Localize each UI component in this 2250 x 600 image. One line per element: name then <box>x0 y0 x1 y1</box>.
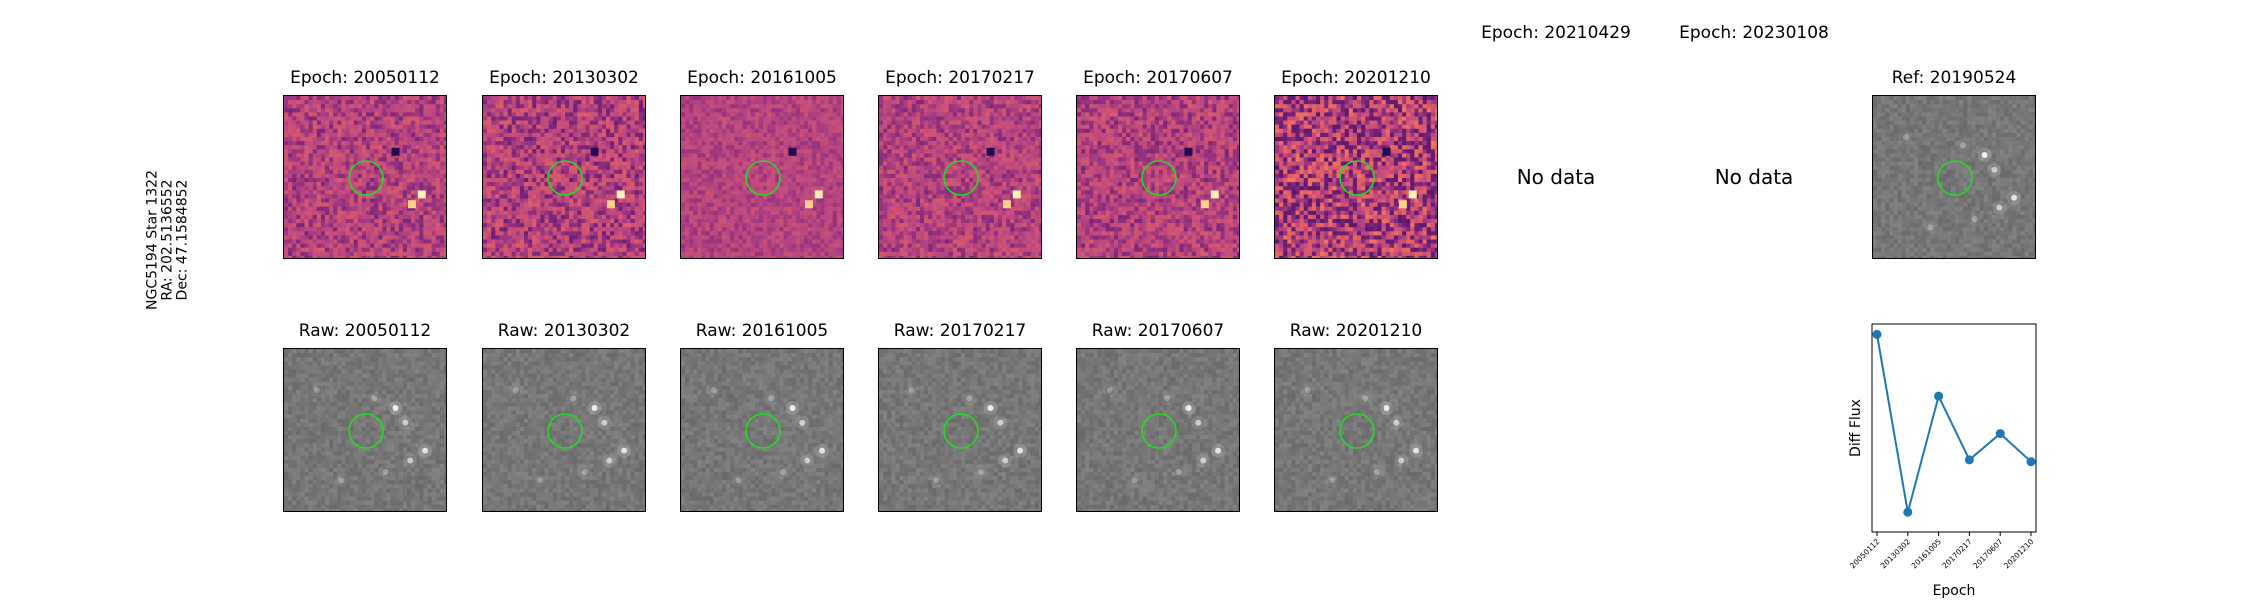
aperture-circle <box>1141 413 1177 449</box>
aperture-circle <box>547 413 583 449</box>
diff-panel-1-image <box>283 95 447 259</box>
x-tick-label: 20170607 <box>1971 537 2005 571</box>
aperture-circle <box>1937 160 1973 196</box>
raw-panel-1-image <box>283 348 447 512</box>
target-ra: RA: 202.5136552 <box>160 160 176 320</box>
diff-panel-2-title: Epoch: 20130302 <box>444 68 684 88</box>
aperture-circle <box>745 160 781 196</box>
diff-panel-6-image <box>1274 95 1438 259</box>
raw-panel-3-image <box>680 348 844 512</box>
diff-panel-6-title: Epoch: 20201210 <box>1236 68 1476 88</box>
raw-panel-2-title: Raw: 20130302 <box>444 321 684 341</box>
aperture-circle <box>943 413 979 449</box>
diff-panel-2-image <box>482 95 646 259</box>
aperture-circle <box>547 160 583 196</box>
data-point <box>1964 455 1974 465</box>
raw-panel-3-title: Raw: 20161005 <box>642 321 882 341</box>
x-tick-label: 20130302 <box>1879 537 1913 571</box>
diff-flux-chart: 2005011220130302201610052017021720170607… <box>1848 323 2037 599</box>
data-point <box>1934 391 1944 401</box>
data-point <box>1903 507 1913 517</box>
raw-panel-2-image <box>482 348 646 512</box>
aperture-circle <box>348 160 384 196</box>
x-tick-label: 20161005 <box>1910 537 1944 571</box>
x-tick-label: 20201210 <box>2002 537 2036 571</box>
x-tick-label: 20050112 <box>1848 537 1882 571</box>
aperture-circle <box>943 160 979 196</box>
diff-panel-8-title: Epoch: 20230108 <box>1634 23 1874 43</box>
raw-panel-5-title: Raw: 20170607 <box>1038 321 1278 341</box>
raw-panel-6-image <box>1274 348 1438 512</box>
diff-panel-3-image <box>680 95 844 259</box>
diff-panel-5-title: Epoch: 20170607 <box>1038 68 1278 88</box>
aperture-circle <box>348 413 384 449</box>
y-axis-label: Diff Flux <box>1848 399 1864 457</box>
data-point <box>1995 429 2005 439</box>
data-point <box>2026 457 2036 467</box>
diff-panel-7-no-data: No data <box>1456 165 1656 189</box>
diff-panel-4-title: Epoch: 20170217 <box>840 68 1080 88</box>
reference-panel-title: Ref: 20190524 <box>1834 68 2074 88</box>
diff-panel-7-title: Epoch: 20210429 <box>1436 23 1676 43</box>
diff-panel-3-title: Epoch: 20161005 <box>642 68 882 88</box>
aperture-circle <box>745 413 781 449</box>
raw-panel-4-image <box>878 348 1042 512</box>
x-axis-label: Epoch <box>1933 583 1976 599</box>
diff-panel-5-image <box>1076 95 1240 259</box>
diff-panel-4-image <box>878 95 1042 259</box>
raw-panel-6-title: Raw: 20201210 <box>1236 321 1476 341</box>
x-tick-label: 20170217 <box>1940 537 1974 571</box>
aperture-circle <box>1141 160 1177 196</box>
target-dec: Dec: 47.1584852 <box>175 160 191 320</box>
raw-panel-5-image <box>1076 348 1240 512</box>
diff-flux-line <box>1876 334 2032 513</box>
diff-panel-1-title: Epoch: 20050112 <box>245 68 485 88</box>
reference-panel-image <box>1872 95 2036 259</box>
raw-panel-1-title: Raw: 20050112 <box>245 321 485 341</box>
diff-panel-8-no-data: No data <box>1654 165 1854 189</box>
raw-panel-4-title: Raw: 20170217 <box>840 321 1080 341</box>
target-label: NGC5194 Star 1322 RA: 202.5136552 Dec: 4… <box>145 160 191 320</box>
aperture-circle <box>1339 160 1375 196</box>
plot-frame <box>1871 323 2037 533</box>
data-point <box>1872 329 1882 339</box>
target-name: NGC5194 Star 1322 <box>145 160 161 320</box>
aperture-circle <box>1339 413 1375 449</box>
